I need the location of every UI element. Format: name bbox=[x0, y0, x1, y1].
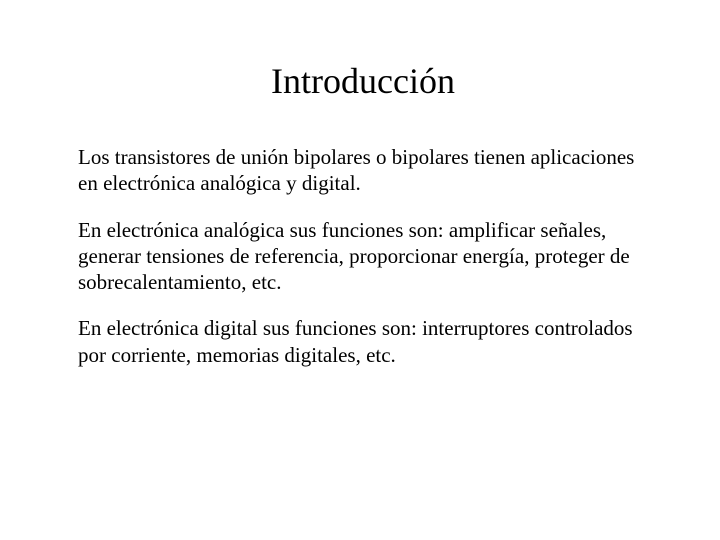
paragraph-2: En electrónica analógica sus funciones s… bbox=[78, 217, 648, 296]
paragraph-3: En electrónica digital sus funciones son… bbox=[78, 315, 648, 368]
paragraph-1: Los transistores de unión bipolares o bi… bbox=[78, 144, 648, 197]
page-title: Introducción bbox=[78, 60, 648, 102]
